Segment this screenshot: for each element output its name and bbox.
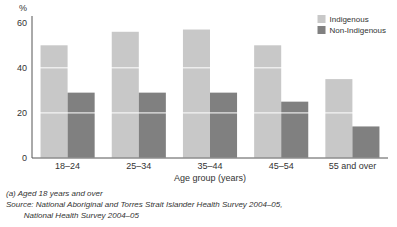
y-tick-label: 20 bbox=[17, 108, 27, 118]
grid-line bbox=[32, 67, 388, 68]
y-tick-label: 0 bbox=[22, 153, 27, 163]
legend-label: Indigenous bbox=[330, 15, 369, 24]
x-tick-label: 55 and over bbox=[329, 161, 377, 171]
x-axis-line bbox=[32, 158, 388, 159]
bar bbox=[112, 32, 139, 158]
bars bbox=[41, 30, 380, 158]
legend-label: Non-Indigenous bbox=[330, 26, 386, 35]
x-axis-label: Age group (years) bbox=[174, 173, 246, 183]
legend: Indigenous Non-Indigenous bbox=[318, 15, 386, 35]
bar bbox=[281, 102, 308, 158]
bar bbox=[139, 93, 166, 158]
grid-line bbox=[32, 158, 388, 159]
x-tick-label: 45–54 bbox=[269, 161, 294, 171]
footnote: National Health Survey 2004–05 bbox=[6, 211, 140, 220]
bar bbox=[325, 79, 352, 158]
legend-swatch bbox=[318, 15, 326, 23]
bar bbox=[68, 93, 95, 158]
footnote: Source: National Aboriginal and Torres S… bbox=[6, 200, 282, 209]
y-tick-label: 40 bbox=[17, 63, 27, 73]
legend-swatch bbox=[318, 26, 326, 34]
y-tick-label: 60 bbox=[17, 18, 27, 28]
bar bbox=[41, 45, 68, 158]
footnote: (a) Aged 18 years and over bbox=[6, 189, 103, 198]
grid-line bbox=[32, 112, 388, 113]
x-tick-label: 35–44 bbox=[197, 161, 222, 171]
x-tick-label: 25–34 bbox=[126, 161, 151, 171]
x-tick-label: 18–24 bbox=[55, 161, 80, 171]
bar bbox=[352, 126, 379, 158]
bar bbox=[210, 93, 237, 158]
y-axis-line bbox=[32, 16, 33, 158]
chart: 0 20 40 60% 18–24 25–34 35–44 45–54 55 and over A… bbox=[0, 0, 397, 227]
grid bbox=[32, 23, 388, 158]
y-axis-label: % bbox=[19, 3, 27, 13]
bar bbox=[254, 45, 281, 158]
bar bbox=[183, 30, 210, 158]
